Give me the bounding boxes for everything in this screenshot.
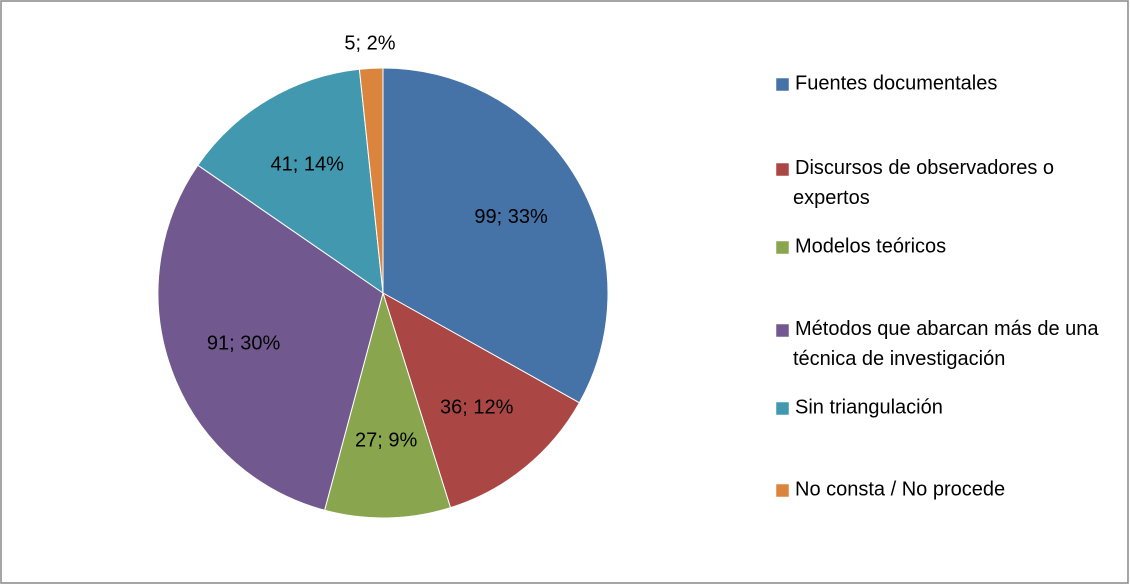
pie-slice <box>358 67 384 294</box>
legend-swatch <box>775 483 790 498</box>
pie-slice <box>382 67 609 404</box>
pie-slice <box>323 291 452 519</box>
data-label: 91; 30% <box>207 332 281 354</box>
data-label: 5; 2% <box>344 33 395 55</box>
legend-label: No consta / No procede <box>795 478 1005 500</box>
legend-label: Sin triangulación <box>795 396 943 418</box>
legend-swatch <box>775 401 790 416</box>
data-label: 36; 12% <box>440 396 514 418</box>
legend-swatch <box>775 240 790 255</box>
legend-label: Modelos teóricos <box>795 235 946 257</box>
data-label: 41; 14% <box>270 154 344 176</box>
legend-swatch <box>775 323 790 338</box>
legend-label: Fuentes documentales <box>795 72 997 94</box>
data-label: 99; 33% <box>474 206 548 228</box>
data-label: 27; 9% <box>355 430 417 452</box>
pie-slice <box>157 164 384 511</box>
legend-label: Discursos de observadores o expertos <box>793 157 1060 209</box>
pie-slice <box>197 68 384 295</box>
legend-label: Métodos que abarcan más de una técnica d… <box>793 318 1104 370</box>
legend-swatch <box>775 77 790 92</box>
pie-slice <box>382 291 581 509</box>
legend-swatch <box>775 162 790 177</box>
